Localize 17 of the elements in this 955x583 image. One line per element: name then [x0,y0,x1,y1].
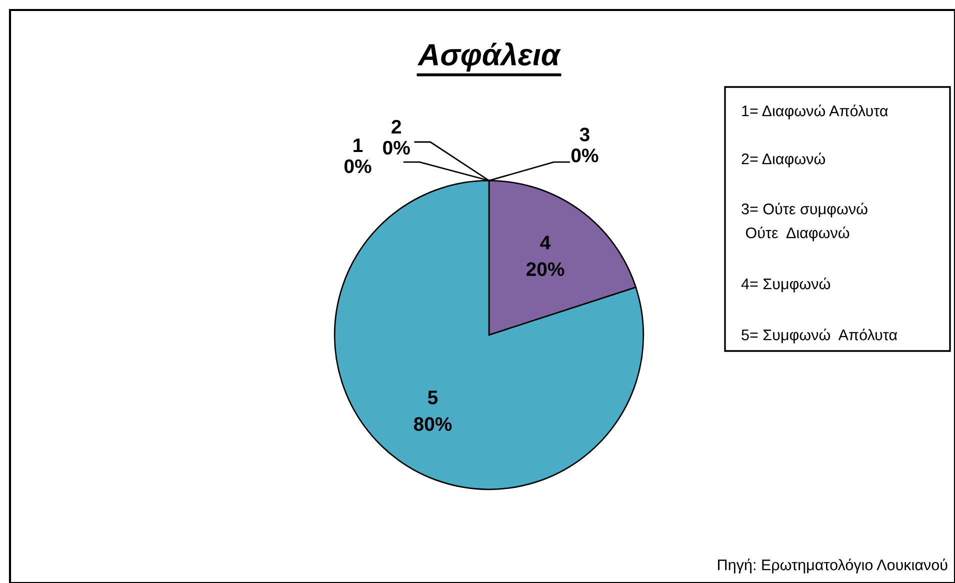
text: 0% [344,159,372,174]
data-label: 80% [414,417,452,431]
text: 4= Συμφωνώ [741,278,830,292]
data-label: 20% [526,262,564,276]
slice-label: 5 [428,390,438,404]
category-label: 3 [580,128,590,142]
chart-title: Ασφάλεια [417,42,561,72]
category-label: 1 [354,138,363,152]
text: 3= Ούτε συμφωνώ Ούτε Διαφωνώ [742,202,868,242]
text: 2= Διαφωνώ [742,152,826,168]
slice-label: 4 [540,236,551,250]
text: 1= Διαφωνώ Απόλυτα [742,104,888,120]
text: 0% [383,140,410,155]
text: Πηγή: Ερωτηματολόγιο Λουκιανού [718,558,948,574]
text: 5= Συμφωνώ Απόλυτα [742,328,898,344]
text: 0% [571,148,598,162]
category-label: 2 [392,120,401,134]
